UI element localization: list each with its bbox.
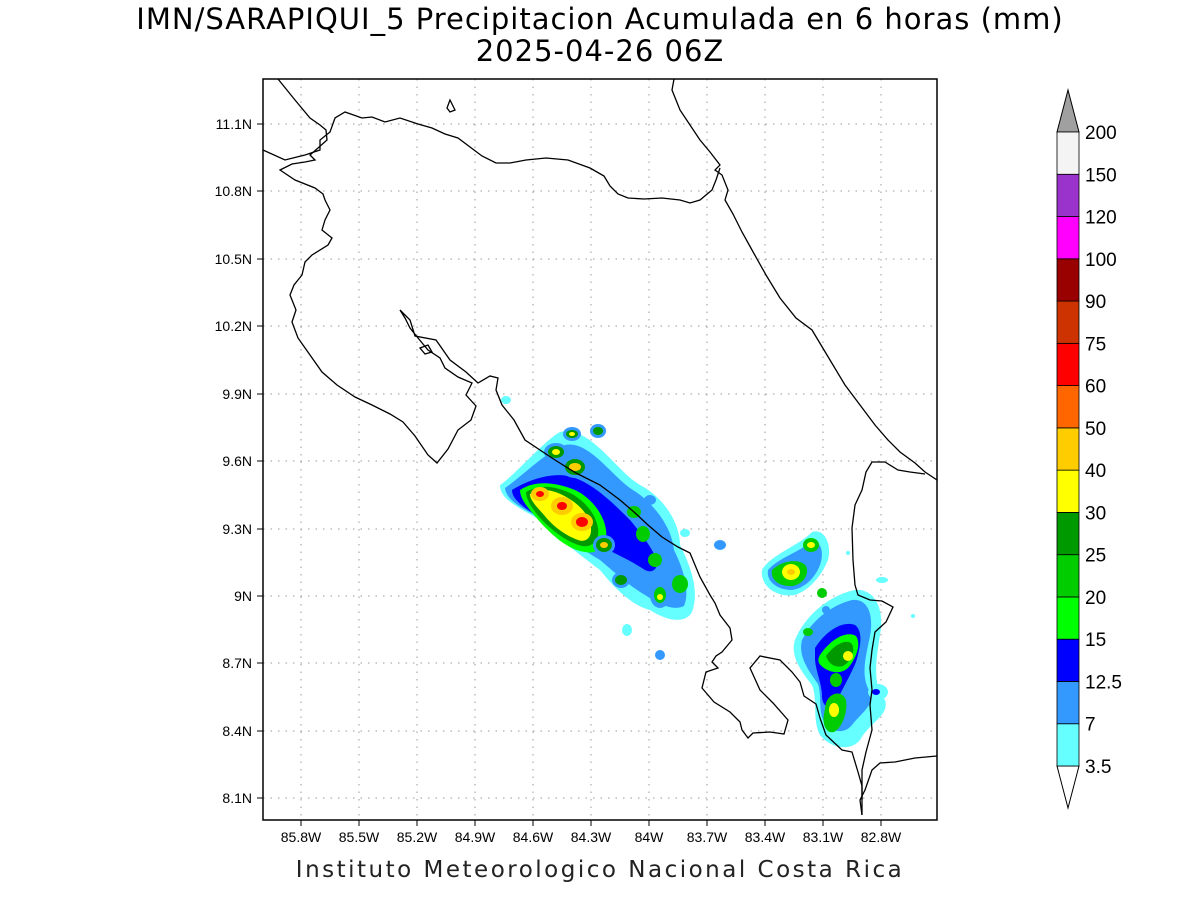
map-title: IMN/SARAPIQUI_5 Precipitacion Acumulada … — [136, 2, 1064, 36]
colorbar-label: 7 — [1085, 715, 1096, 736]
precip-cluster-central — [500, 396, 726, 660]
lon-label: 82.8W — [861, 829, 902, 845]
colorbar-swatch — [1056, 258, 1080, 302]
colorbar-label: 12.5 — [1085, 672, 1122, 693]
colorbar-swatch — [1056, 723, 1080, 767]
lat-label: 8.4N — [222, 723, 252, 739]
lat-label: 11.1N — [216, 116, 252, 132]
lon-label: 84.6W — [513, 829, 554, 845]
colorbar-label: 60 — [1085, 377, 1106, 398]
colorbar-swatch — [1056, 554, 1080, 598]
colorbar-swatch — [1056, 596, 1080, 640]
colorbar-swatch — [1056, 173, 1080, 217]
colorbar-label: 90 — [1085, 292, 1106, 313]
lon-label: 83.4W — [745, 829, 786, 845]
lon-label: 84.3W — [571, 829, 612, 845]
lon-label: 83.1W — [803, 829, 844, 845]
lat-label: 9.6N — [222, 453, 252, 469]
colorbar-under-arrow — [1056, 765, 1080, 810]
colorbar-swatch — [1056, 342, 1080, 387]
colorbar-label: 100 — [1085, 250, 1117, 271]
lat-label: 8.7N — [222, 655, 252, 671]
colorbar-legend: 3.5 7 12.5 15 20 25 30 40 50 60 75 90 100 120 150 200 — [1056, 88, 1122, 810]
colorbar-swatch — [1056, 300, 1080, 344]
precip-cluster-southeast — [761, 531, 915, 748]
lon-label: 85.5W — [339, 829, 380, 845]
colorbar-label: 15 — [1085, 630, 1106, 651]
colorbar-swatch — [1056, 681, 1080, 725]
colorbar-label: 40 — [1085, 461, 1106, 482]
lat-label: 9.3N — [222, 521, 252, 537]
colorbar-label: 120 — [1085, 208, 1117, 229]
colorbar-swatch — [1056, 512, 1080, 556]
lat-label: 9.9N — [222, 386, 252, 402]
lat-label: 10.8N — [215, 183, 252, 199]
lat-label: 8.1N — [222, 790, 252, 806]
map-subtitle: 2025-04-26 06Z — [475, 34, 725, 68]
lon-axis — [300, 820, 882, 826]
colorbar-swatch — [1056, 216, 1080, 260]
colorbar-swatch — [1056, 385, 1080, 429]
lon-label: 84W — [635, 829, 665, 845]
colorbar-label: 75 — [1085, 334, 1106, 355]
colorbar-label: 25 — [1085, 546, 1106, 567]
lon-label: 85.2W — [397, 829, 438, 845]
footer-credit: Instituto Meteorologico Nacional Costa R… — [295, 857, 905, 883]
colorbar-label: 50 — [1085, 419, 1106, 440]
lat-label: 10.2N — [215, 318, 252, 334]
colorbar-over-arrow — [1056, 88, 1080, 133]
colorbar-label: 20 — [1085, 588, 1106, 609]
lat-label: 10.5N — [215, 251, 252, 267]
lon-labels: 85.8W 85.5W 85.2W 84.9W 84.6W 84.3W 84W … — [281, 829, 902, 845]
lon-label: 83.7W — [687, 829, 728, 845]
lat-labels: 11.1N 10.8N 10.5N 10.2N 9.9N 9.6N 9.3N 9… — [215, 116, 252, 806]
colorbar-label: 3.5 — [1085, 757, 1111, 778]
lat-axis — [257, 123, 263, 799]
colorbar-swatch — [1056, 469, 1080, 513]
colorbar-label: 30 — [1085, 503, 1106, 524]
colorbar-label: 200 — [1085, 123, 1117, 144]
lat-label: 9N — [234, 588, 252, 604]
coastline — [263, 79, 937, 816]
colorbar-swatch — [1056, 131, 1080, 175]
colorbar-swatch — [1056, 427, 1080, 471]
map-frame — [262, 78, 938, 821]
colorbar-label: 150 — [1085, 165, 1117, 186]
colorbar-swatch — [1056, 638, 1080, 682]
lon-label: 85.8W — [281, 829, 322, 845]
lon-label: 84.9W — [455, 829, 496, 845]
